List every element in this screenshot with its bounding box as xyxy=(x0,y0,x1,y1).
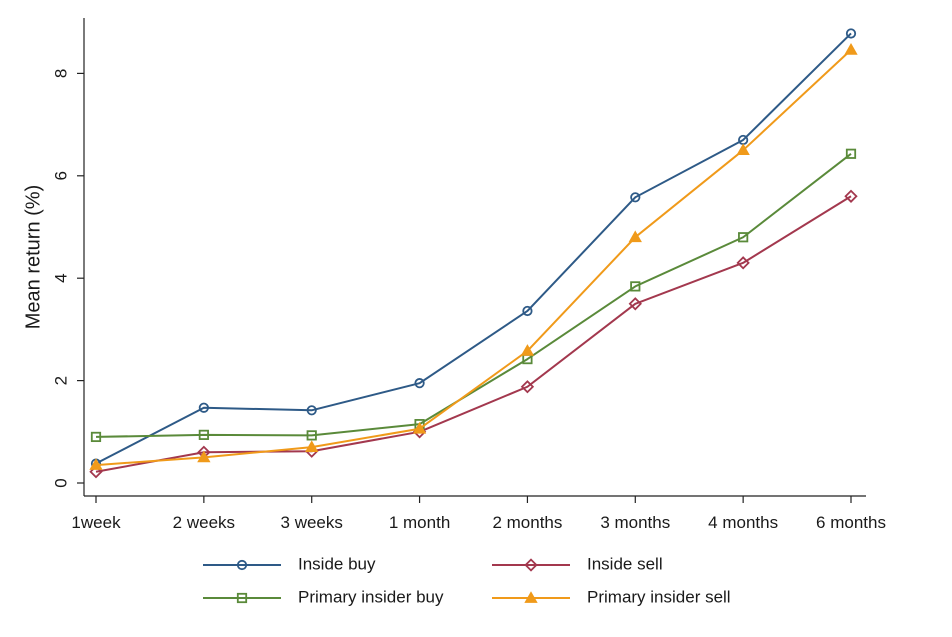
legend-label: Inside sell xyxy=(587,554,663,573)
data-point xyxy=(630,192,641,203)
data-point xyxy=(306,430,317,441)
data-point xyxy=(414,378,425,389)
series-line xyxy=(95,152,852,438)
legend-label: Primary insider buy xyxy=(298,587,444,606)
x-tick-label: 3 weeks xyxy=(281,513,343,532)
data-point xyxy=(844,43,858,55)
data-point xyxy=(736,256,750,270)
legend: Inside buy Inside sell Primary insider buy… xyxy=(203,554,731,606)
data-point xyxy=(845,28,857,39)
legend-label: Inside buy xyxy=(298,554,376,573)
legend-item: Primary insider sell xyxy=(492,587,731,606)
x-tick-label: 3 months xyxy=(600,513,670,532)
x-tick-label: 2 weeks xyxy=(173,513,235,532)
series-primary-insider-sell xyxy=(89,43,858,470)
x-tick-label: 1 month xyxy=(389,513,450,532)
data-point xyxy=(305,440,319,453)
legend-marker xyxy=(524,591,538,603)
data-point xyxy=(628,297,642,311)
y-tick-label: 0 xyxy=(51,478,70,487)
data-point xyxy=(198,402,209,413)
x-tick-label: 2 months xyxy=(492,513,562,532)
data-point xyxy=(89,458,103,470)
legend-label: Primary insider sell xyxy=(587,587,731,606)
series-primary-insider-buy xyxy=(90,148,857,443)
series-line xyxy=(95,49,852,467)
data-point xyxy=(630,281,641,292)
legend-item: Inside sell xyxy=(492,554,663,573)
data-point xyxy=(306,405,317,416)
x-tick-label: 4 months xyxy=(708,513,778,532)
legend-item: Inside buy xyxy=(203,554,376,573)
data-point xyxy=(89,465,103,479)
data-point xyxy=(197,450,211,463)
legend-marker xyxy=(236,559,248,571)
data-point xyxy=(844,189,858,203)
series-line xyxy=(95,195,852,473)
data-point xyxy=(522,305,533,317)
data-point xyxy=(845,148,857,159)
x-tick-label: 1week xyxy=(71,513,121,532)
data-point xyxy=(736,143,750,156)
x-tick-label: 6 months xyxy=(816,513,886,532)
y-tick-label: 6 xyxy=(51,171,70,180)
y-axis-title: Mean return (%) xyxy=(22,185,44,330)
legend-marker xyxy=(524,558,538,572)
data-point xyxy=(198,429,209,440)
data-point xyxy=(520,344,535,356)
data-point xyxy=(412,421,427,434)
data-point xyxy=(628,230,642,243)
data-point xyxy=(520,380,535,394)
data-point xyxy=(90,431,102,443)
legend-marker xyxy=(236,592,248,604)
series-inside-buy xyxy=(90,28,857,469)
y-tick-label: 2 xyxy=(51,376,70,385)
legend-item: Primary insider buy xyxy=(203,587,444,606)
y-tick-label: 8 xyxy=(51,69,70,78)
series-layer xyxy=(89,28,858,479)
axes-layer: 0 2 4 6 8 Mean return (%) 1week 2 weeks 3 weeks 1… xyxy=(22,18,886,532)
y-tick-label: 4 xyxy=(51,273,70,282)
data-point xyxy=(738,232,749,243)
series-line xyxy=(95,32,852,465)
